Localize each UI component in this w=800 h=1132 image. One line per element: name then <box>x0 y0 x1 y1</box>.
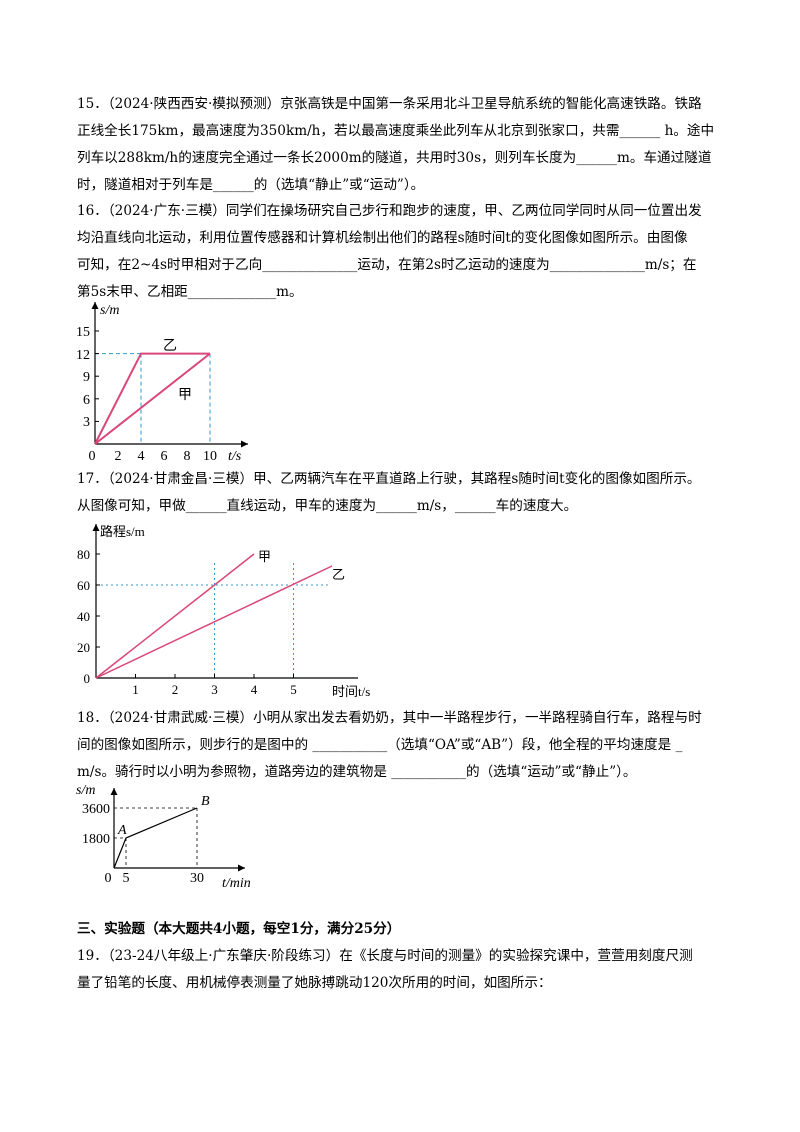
y-axis-label: s/m <box>76 783 95 798</box>
q15-line-4: 时，隧道相对于列车是______的（选填“静止”或“运动”）。 <box>77 177 425 193</box>
q18-line-2: 间的图像如图所示，则步行的是图中的 ___________（选填“OA”或“AB… <box>77 737 683 753</box>
xtick-5: 5 <box>290 682 297 697</box>
xtick-4: 4 <box>138 449 145 464</box>
ytick-20: 20 <box>77 640 90 655</box>
series-yi <box>94 352 210 445</box>
q16-line-3: 可知，在2~4s时甲相对于乙向______________运动，在第2s时乙运动… <box>77 257 697 273</box>
series-yi <box>95 565 333 679</box>
y-axis-label: s/m <box>100 303 119 318</box>
q15-line-2: 正线全长175km，最高速度为350km/h，若以最高速度乘坐此列车从北京到张家… <box>77 123 715 139</box>
series-jia <box>94 352 211 445</box>
ytick-0: 0 <box>84 671 91 686</box>
q15-line-1: 15．（2024·陕西西安·模拟预测）京张高铁是中国第一条采用北斗卫星导航系统的… <box>77 96 702 112</box>
xtick-3: 3 <box>211 682 218 697</box>
ytick-80: 80 <box>77 547 90 562</box>
q18-line-3: m/s。骑行时以小明为参照物，道路旁边的建筑物是 ___________的（选填… <box>77 764 637 780</box>
point-b-label: B <box>201 794 210 809</box>
ytick-60: 60 <box>77 578 90 593</box>
q17-chart: 80 60 40 20 0 1 2 3 4 5 路程s/m 时间t/s 甲 乙 <box>77 524 370 699</box>
xtick-6: 6 <box>161 449 168 464</box>
q17-line-1: 17．（2024·甘肃金昌·三模）甲、乙两辆汽车在平直道路上行驶，其路程s随时间… <box>77 471 701 487</box>
xtick-2: 2 <box>172 682 179 697</box>
series-label-yi: 乙 <box>332 567 345 582</box>
ytick-9: 9 <box>83 370 90 385</box>
xtick-8: 8 <box>184 449 191 464</box>
ytick-3: 3 <box>83 415 90 430</box>
xtick-0: 0 <box>89 449 96 464</box>
ytick-15: 15 <box>76 325 90 340</box>
xtick-2: 2 <box>115 449 122 464</box>
q19-line-1: 19．（23-24八年级上·广东肇庆·阶段练习）在《长度与时间的测量》的实验探究… <box>77 948 693 964</box>
ytick-12: 12 <box>76 348 90 363</box>
x-axis-label: t/s <box>228 449 242 464</box>
y-axis-label: 路程s/m <box>100 524 145 539</box>
q15-line-3: 列车以288km/h的速度完全通过一条长2000m的隧道，共用时30s，则列车长… <box>77 150 712 166</box>
q16-line-2: 均沿直线向北运动，利用位置传感器和计算机绘制出他们的路程s随时间t的变化图像如图… <box>77 230 688 246</box>
ytick-3600: 3600 <box>82 802 110 817</box>
series-jia <box>95 553 255 679</box>
series-label-yi: 乙 <box>163 338 177 354</box>
ytick-1800: 1800 <box>82 832 110 847</box>
series-oab <box>113 807 198 869</box>
xtick-5: 5 <box>123 871 130 886</box>
series-label-jia: 甲 <box>258 549 271 564</box>
q17-line-2: 从图像可知，甲做______直线运动，甲车的速度为______m/s，_____… <box>77 498 578 514</box>
q18-chart: s/m 3600 1800 0 5 30 t/min A B <box>76 783 251 890</box>
xtick-1: 1 <box>132 682 139 697</box>
x-axis-label: t/min <box>222 876 251 890</box>
xtick-4: 4 <box>251 682 258 697</box>
section-heading: 三、实验题（本大题共4小题，每空1分，满分25分） <box>77 921 401 937</box>
series-label-jia: 甲 <box>178 388 192 403</box>
xtick-30: 30 <box>190 871 204 886</box>
ytick-6: 6 <box>83 393 90 408</box>
point-a-label: A <box>117 823 127 838</box>
xtick-0: 0 <box>105 871 112 886</box>
xtick-10: 10 <box>203 449 217 464</box>
q16-line-4: 第5s末甲、乙相距_____________m。 <box>77 284 303 300</box>
ytick-40: 40 <box>77 609 90 624</box>
q16-chart: 15 12 9 6 3 0 2 4 6 8 10 s/m t/s 乙 甲 <box>76 302 248 464</box>
q18-line-1: 18．（2024·甘肃武威·三模）小明从家出发去看奶奶，其中一半路程步行，一半路… <box>77 710 702 726</box>
q19-line-2: 量了铅笔的长度、用机械停表测量了她脉搏跳动120次所用的时间，如图所示： <box>77 975 552 991</box>
q16-line-1: 16．（2024·广东·三模）同学们在操场研究自己步行和跑步的速度，甲、乙两位同… <box>77 203 702 219</box>
x-axis-label: 时间t/s <box>332 684 370 699</box>
